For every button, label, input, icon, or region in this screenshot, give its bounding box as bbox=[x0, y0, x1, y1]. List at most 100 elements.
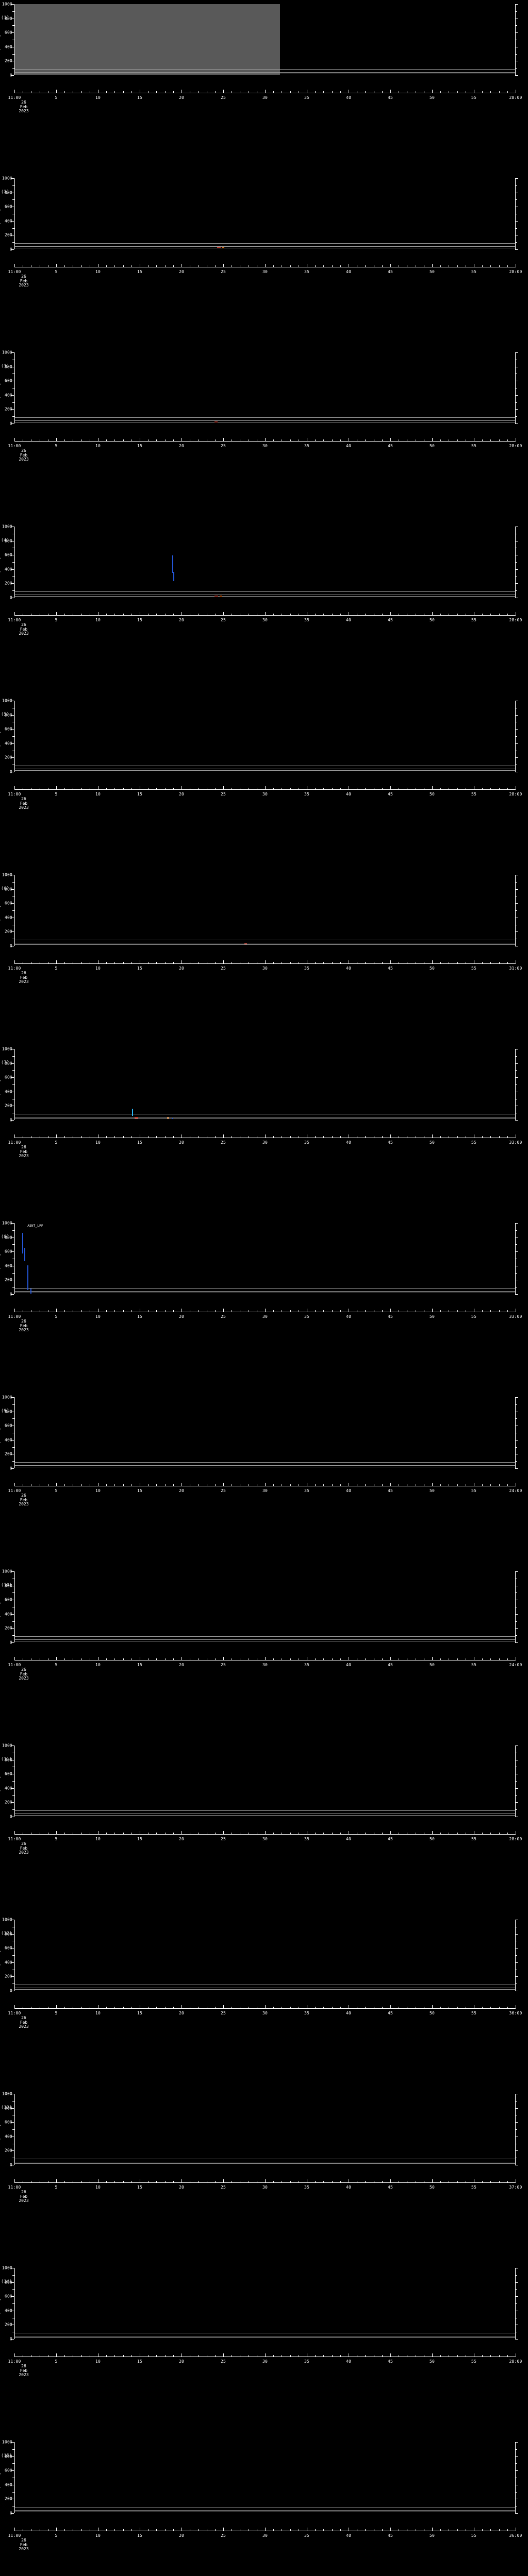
date-line: 2023 bbox=[19, 1502, 29, 1506]
x-axis-minor-tick bbox=[315, 265, 316, 267]
y-axis-tick-label: 1000 bbox=[2, 1046, 12, 1052]
detection-marker[interactable] bbox=[217, 247, 221, 248]
y-axis-tick-label: 1000 bbox=[2, 1743, 12, 1748]
x-axis-minor-tick bbox=[507, 1484, 508, 1486]
date-line: Feb bbox=[20, 278, 28, 283]
x-axis-minor-tick bbox=[156, 1832, 157, 1834]
x-axis-tick-label: 5 bbox=[55, 792, 58, 796]
plot-area-14[interactable] bbox=[14, 2268, 516, 2339]
y-axis-minor-tick-right bbox=[515, 2275, 517, 2276]
x-axis-tick-label: 20 bbox=[178, 2011, 185, 2015]
plot-area-7[interactable] bbox=[14, 1049, 516, 1120]
detection-marker[interactable] bbox=[27, 1265, 29, 1281]
y-axis-tick-label: 200 bbox=[4, 232, 12, 238]
x-axis-date-label: 26 Feb 2023 bbox=[19, 1145, 28, 1159]
plot-area-5[interactable] bbox=[14, 701, 516, 772]
detection-marker[interactable] bbox=[22, 1232, 23, 1253]
detection-marker[interactable] bbox=[167, 1117, 169, 1119]
plot-area-6[interactable] bbox=[14, 875, 516, 946]
x-axis-tick-label: 31:00 bbox=[509, 966, 522, 971]
detection-marker[interactable] bbox=[214, 421, 218, 422]
x-axis-tick-label: 11:00 bbox=[8, 444, 21, 448]
panel-index-label: (5) bbox=[1, 712, 9, 717]
detection-marker[interactable] bbox=[172, 1117, 173, 1119]
x-axis-minor-tick bbox=[365, 2354, 366, 2357]
plot-area-8[interactable]: ASNT_LPF bbox=[14, 1223, 516, 1294]
panel-index-label: (13) bbox=[1, 2105, 12, 2110]
panel-index-label: (4) bbox=[1, 538, 9, 543]
x-axis-tick-label: 15 bbox=[137, 269, 143, 274]
y-axis-tick-label: 1000 bbox=[2, 2091, 12, 2096]
detection-marker[interactable] bbox=[173, 571, 175, 581]
x-axis-major-tick bbox=[223, 1134, 224, 1138]
y-axis-tick bbox=[11, 1571, 14, 1572]
x-axis-minor-tick bbox=[156, 265, 157, 267]
detection-marker[interactable] bbox=[134, 1117, 138, 1119]
plot-area-11[interactable] bbox=[14, 1745, 516, 1817]
plot-area-3[interactable] bbox=[14, 352, 516, 423]
y-axis-tick bbox=[11, 423, 14, 424]
x-axis-minor-tick bbox=[198, 91, 199, 93]
detection-marker[interactable] bbox=[172, 555, 173, 573]
y-axis-tick-right bbox=[515, 1294, 518, 1295]
y-axis-tick-label: 400 bbox=[4, 2482, 12, 2487]
y-axis-tick-right bbox=[515, 423, 518, 424]
x-axis-tick-label: 45 bbox=[387, 1314, 393, 1319]
x-axis-tick-label: 11:00 bbox=[8, 618, 21, 622]
x-axis-minor-tick bbox=[273, 1658, 274, 1660]
x-axis-minor-tick bbox=[290, 91, 291, 93]
x-axis-tick-label: 10 bbox=[95, 269, 101, 274]
x-axis-tick-label: 28:00 bbox=[509, 444, 522, 448]
x-axis-minor-tick bbox=[114, 2354, 116, 2357]
x-axis-minor-tick bbox=[156, 439, 157, 441]
detection-marker[interactable] bbox=[24, 1247, 26, 1261]
plot-area-9[interactable] bbox=[14, 1397, 516, 1468]
detection-marker[interactable] bbox=[214, 595, 218, 597]
x-axis-major-tick bbox=[390, 2353, 391, 2357]
y-axis-tick-label: 1000 bbox=[2, 1569, 12, 1574]
plot-area-15[interactable] bbox=[14, 2442, 516, 2513]
panel-index-label: (14) bbox=[1, 2279, 12, 2284]
x-axis-minor-tick bbox=[365, 439, 366, 441]
x-axis-minor-tick bbox=[440, 91, 441, 93]
detection-marker[interactable] bbox=[219, 596, 222, 597]
date-line: 26 bbox=[21, 622, 26, 627]
y-axis-minor-tick-right bbox=[515, 562, 517, 563]
plot-area-13[interactable] bbox=[14, 2094, 516, 2165]
detection-marker[interactable] bbox=[27, 1281, 29, 1291]
detection-marker[interactable] bbox=[131, 1108, 133, 1116]
plot-area-10[interactable] bbox=[14, 1571, 516, 1642]
y-axis-tick-label: 1000 bbox=[2, 1221, 12, 1226]
x-axis-minor-tick bbox=[499, 2006, 500, 2008]
x-axis-minor-tick bbox=[482, 2354, 483, 2357]
x-axis-minor-tick bbox=[332, 1658, 333, 1660]
x-axis-tick-label: 35 bbox=[304, 1140, 310, 1145]
detection-marker[interactable] bbox=[244, 943, 248, 944]
plot-area-2[interactable] bbox=[14, 178, 516, 249]
plot-area-1[interactable] bbox=[14, 4, 516, 75]
x-axis-tick-label: 30 bbox=[262, 269, 268, 274]
x-axis-major-tick bbox=[432, 2353, 433, 2357]
y-axis-tick-label: 400 bbox=[4, 1960, 12, 1965]
x-axis-major-tick bbox=[432, 2179, 433, 2182]
x-axis-minor-tick bbox=[81, 2529, 82, 2531]
plot-area-12[interactable] bbox=[14, 1920, 516, 1991]
x-axis-major-tick bbox=[56, 438, 57, 441]
x-axis-tick-label: 25 bbox=[220, 2533, 226, 2538]
x-axis-minor-tick bbox=[198, 2006, 199, 2008]
x-axis-major-tick bbox=[14, 2005, 15, 2008]
y-axis-tick-right bbox=[515, 221, 518, 222]
detection-marker[interactable] bbox=[30, 1289, 32, 1294]
x-axis-minor-tick bbox=[131, 2006, 132, 2008]
plot-area-4[interactable] bbox=[14, 527, 516, 598]
detection-marker[interactable] bbox=[222, 247, 224, 248]
y-axis-minor-tick bbox=[12, 562, 14, 563]
x-axis-minor-tick bbox=[440, 1484, 441, 1486]
y-axis-tick-label: 0 bbox=[9, 1814, 12, 1819]
y-axis-tick-right bbox=[515, 2513, 518, 2514]
x-axis-tick-label: 25 bbox=[220, 1837, 226, 1841]
y-axis-minor-tick-right bbox=[515, 2289, 517, 2290]
x-axis-minor-tick bbox=[457, 91, 458, 93]
y-axis-minor-tick-right bbox=[515, 2492, 517, 2493]
x-axis-minor-tick bbox=[156, 2180, 157, 2182]
